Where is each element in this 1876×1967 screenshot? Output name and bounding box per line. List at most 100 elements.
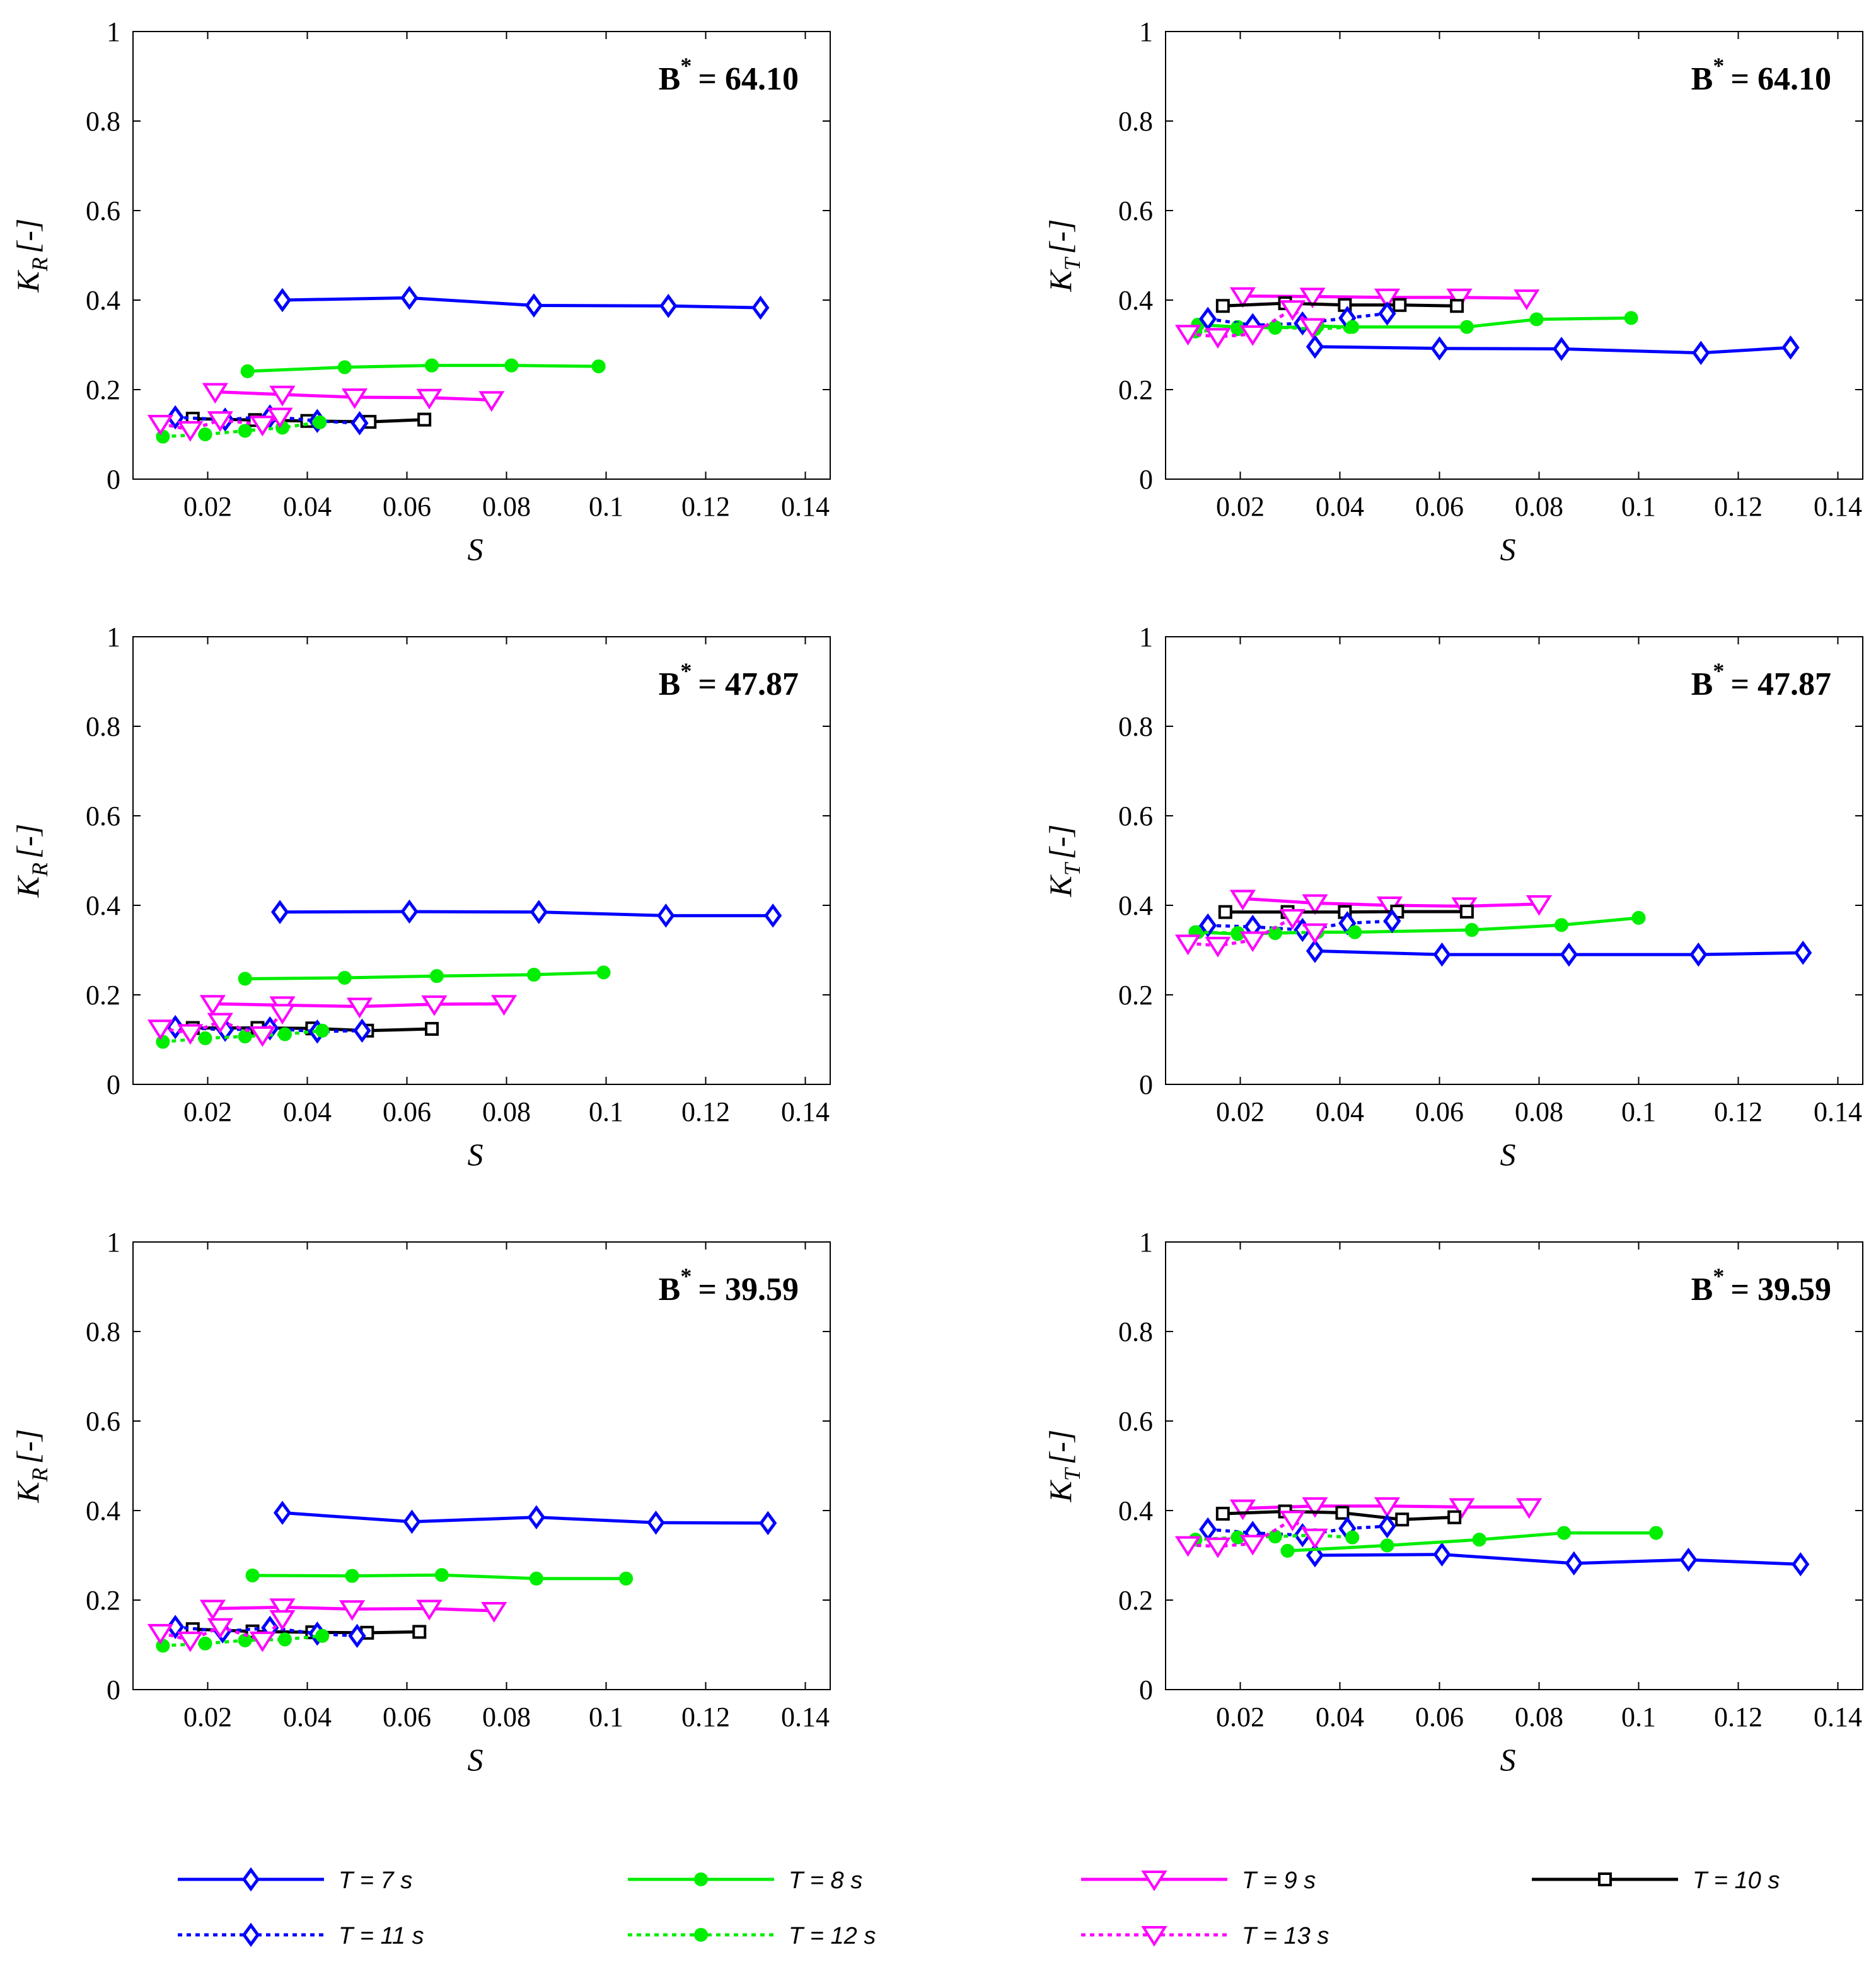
legend-marker [694, 1928, 708, 1942]
data-point [1302, 1528, 1328, 1550]
series-line [280, 910, 773, 917]
b-star-annotation: B* = 47.87 [659, 658, 799, 702]
data-point [1199, 1517, 1217, 1542]
y-tick-label: 0.4 [86, 1495, 120, 1526]
series-t-9-s [199, 1598, 507, 1623]
data-point [313, 415, 327, 429]
data-point [202, 383, 228, 404]
x-tick-label: 0.1 [1621, 1702, 1656, 1732]
data-point [530, 900, 548, 924]
legend-entry-t-9-s: T = 9 s [1081, 1867, 1316, 1894]
panel-kr-64: 0.02 0.04 0.06 0.08 0.1 0.12 0.14 0 0.2 0.4 0.6 0.8… [10, 16, 831, 567]
data-point [1395, 1512, 1410, 1527]
y-axis-title-main: K [1043, 874, 1078, 897]
data-point [198, 1031, 212, 1045]
axes-frame [132, 31, 831, 480]
x-tick-label: 0.08 [1515, 1702, 1563, 1732]
y-tick-label: 0.6 [1118, 195, 1153, 226]
data-point [245, 1568, 260, 1582]
y-tick-label: 0.8 [1118, 711, 1153, 742]
data-point [490, 995, 518, 1016]
annotation-value: = 64.10 [1730, 61, 1831, 97]
data-point [1299, 287, 1326, 309]
y-tick-label: 0 [107, 1069, 120, 1100]
data-point [1205, 328, 1231, 349]
legend-label: T = 13 s [1242, 1923, 1329, 1949]
data-point [1299, 318, 1326, 339]
series-t-8-s [238, 965, 611, 986]
x-tick-label: 0.02 [183, 1702, 232, 1732]
data-point [1306, 939, 1324, 963]
x-tick-label: 0.06 [1415, 491, 1464, 522]
data-point [596, 965, 611, 980]
x-tick-label: 0.14 [1814, 1096, 1862, 1127]
data-point [198, 427, 212, 441]
legend-entry-t-7-s: T = 7 s [178, 1867, 412, 1894]
legend-label: T = 7 s [339, 1867, 412, 1894]
data-point [269, 1610, 296, 1631]
data-point [1464, 923, 1479, 937]
x-tick-label: 0.02 [1216, 1096, 1265, 1127]
data-point [1302, 894, 1328, 915]
data-point [269, 385, 296, 407]
x-tick-label: 0.02 [1216, 491, 1265, 522]
legend-label: T = 8 s [789, 1867, 862, 1894]
data-point [1692, 340, 1710, 366]
data-point [339, 1600, 366, 1621]
data-point [277, 1632, 292, 1647]
y-axis-title-main: K [1043, 269, 1078, 292]
data-point [1239, 931, 1266, 953]
legend-marker [1141, 1871, 1167, 1891]
data-point [238, 972, 252, 986]
data-point [1679, 1547, 1698, 1572]
data-point [1555, 918, 1569, 932]
series-t-7-s [1306, 1542, 1810, 1577]
axes-frame [132, 1241, 831, 1690]
data-point [1472, 1533, 1486, 1547]
data-point [1174, 325, 1201, 346]
data-point [177, 421, 204, 442]
y-tick-label: 0 [107, 464, 120, 495]
data-point [198, 1636, 212, 1651]
y-tick-label: 0.2 [1118, 980, 1153, 1011]
data-point [337, 971, 352, 985]
data-point [337, 360, 352, 374]
y-tick-label: 0.8 [86, 1316, 120, 1347]
series-t-7-s [273, 286, 770, 320]
x-tick-label: 0.06 [383, 1096, 431, 1127]
data-point [1560, 942, 1578, 967]
data-point [1433, 1542, 1451, 1567]
legend-entry-t-8-s: T = 8 s [628, 1867, 862, 1894]
legend-label: T = 12 s [789, 1923, 876, 1949]
panel-kt-39: 0.02 0.04 0.06 0.08 0.1 0.12 0.14 0 0.2 0.4 0.6 0.8… [1043, 1227, 1863, 1777]
y-tick-label: 0.2 [86, 374, 120, 405]
y-tick-label: 0.4 [86, 285, 120, 316]
data-point [177, 1024, 204, 1045]
x-tick-label: 0.06 [1415, 1702, 1464, 1732]
x-tick-label: 0.12 [1714, 1702, 1763, 1732]
x-tick-label: 0.04 [283, 1702, 332, 1732]
data-point [207, 1013, 233, 1034]
legend-marker [241, 1922, 260, 1947]
x-axis-title: S [468, 531, 483, 567]
data-point [1229, 287, 1256, 308]
x-tick-label: 0.12 [681, 491, 730, 522]
x-tick-label: 0.12 [1714, 491, 1763, 522]
data-point [647, 1510, 665, 1535]
data-point [1268, 1529, 1282, 1544]
axes-frame [1165, 1241, 1863, 1690]
data-point [1229, 1499, 1256, 1521]
x-tick-label: 0.14 [781, 1702, 830, 1732]
data-point [481, 1602, 507, 1623]
y-tick-label: 0.4 [1118, 285, 1153, 316]
data-point [421, 995, 448, 1016]
y-axis-title: KR [-] [10, 219, 52, 293]
data-point [434, 1568, 449, 1582]
series-t-7-s [1306, 939, 1812, 967]
data-point [1348, 925, 1362, 939]
data-point [1449, 1498, 1475, 1519]
data-point [478, 391, 505, 412]
legend-label: T = 11 s [339, 1923, 424, 1949]
annotation-main: B [659, 666, 681, 702]
